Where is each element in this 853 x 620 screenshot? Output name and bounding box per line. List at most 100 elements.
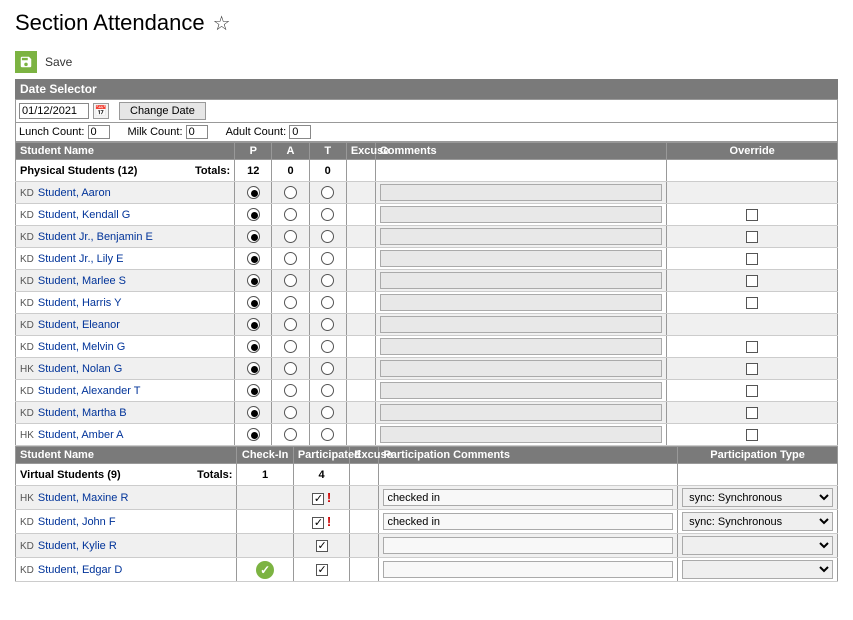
t-radio[interactable]: [321, 362, 334, 375]
comment-input[interactable]: [380, 206, 663, 223]
student-name-link[interactable]: Student, Kendall G: [38, 209, 130, 221]
override-checkbox[interactable]: [746, 341, 758, 353]
student-name-link[interactable]: Student, Marlee S: [38, 275, 126, 287]
t-radio[interactable]: [321, 318, 334, 331]
comment-input[interactable]: [380, 250, 663, 267]
participation-type-select[interactable]: [682, 560, 833, 579]
p-radio[interactable]: [247, 296, 260, 309]
a-radio[interactable]: [284, 318, 297, 331]
student-name-link[interactable]: Student Jr., Lily E: [38, 253, 124, 265]
participation-type-select[interactable]: sync: Synchronous: [682, 512, 833, 531]
student-name-link[interactable]: Student, Martha B: [38, 407, 127, 419]
participated-checkbox[interactable]: [312, 517, 324, 529]
student-name-link[interactable]: Student, Melvin G: [38, 341, 125, 353]
p-radio[interactable]: [247, 208, 260, 221]
t-radio[interactable]: [321, 406, 334, 419]
lunch-count-input[interactable]: [88, 125, 110, 139]
p-radio[interactable]: [247, 274, 260, 287]
override-checkbox[interactable]: [746, 275, 758, 287]
student-name-link[interactable]: Student Jr., Benjamin E: [38, 231, 153, 243]
t-radio[interactable]: [321, 186, 334, 199]
a-radio[interactable]: [284, 296, 297, 309]
a-radio[interactable]: [284, 208, 297, 221]
override-checkbox[interactable]: [746, 231, 758, 243]
th-override: Override: [667, 143, 838, 160]
student-name-link[interactable]: Student, Alexander T: [38, 385, 141, 397]
th-participated: Participated: [293, 447, 349, 464]
participation-type-select[interactable]: sync: Synchronous: [682, 488, 833, 507]
student-name-link[interactable]: Student, Harris Y: [38, 297, 122, 309]
t-radio[interactable]: [321, 384, 334, 397]
comment-input[interactable]: [380, 360, 663, 377]
table-row: KDStudent, Marlee S: [16, 270, 838, 292]
calendar-icon[interactable]: 📅: [93, 103, 109, 119]
adult-count-input[interactable]: [289, 125, 311, 139]
student-name-link[interactable]: Student, Kylie R: [38, 540, 117, 552]
p-radio[interactable]: [247, 428, 260, 441]
comment-input[interactable]: [380, 316, 663, 333]
change-date-button[interactable]: Change Date: [119, 102, 206, 120]
student-name-link[interactable]: Student, John F: [38, 516, 116, 528]
comment-input[interactable]: [380, 228, 663, 245]
override-checkbox[interactable]: [746, 429, 758, 441]
comment-input[interactable]: [380, 272, 663, 289]
override-checkbox[interactable]: [746, 363, 758, 375]
override-checkbox[interactable]: [746, 297, 758, 309]
p-radio[interactable]: [247, 340, 260, 353]
participation-comment-input[interactable]: [383, 489, 673, 506]
a-radio[interactable]: [284, 362, 297, 375]
a-radio[interactable]: [284, 252, 297, 265]
t-radio[interactable]: [321, 208, 334, 221]
student-name-link[interactable]: Student, Edgar D: [38, 564, 122, 576]
student-name-link[interactable]: Student, Aaron: [38, 187, 111, 199]
a-radio[interactable]: [284, 274, 297, 287]
p-radio[interactable]: [247, 362, 260, 375]
participated-checkbox[interactable]: [316, 540, 328, 552]
comment-input[interactable]: [380, 382, 663, 399]
comment-input[interactable]: [380, 426, 663, 443]
t-radio[interactable]: [321, 230, 334, 243]
participation-comment-input[interactable]: [383, 537, 673, 554]
student-name-link[interactable]: Student, Maxine R: [38, 492, 129, 504]
milk-count-input[interactable]: [186, 125, 208, 139]
p-radio[interactable]: [247, 384, 260, 397]
save-button[interactable]: Save: [45, 55, 72, 69]
comment-input[interactable]: [380, 404, 663, 421]
student-name-link[interactable]: Student, Eleanor: [38, 319, 120, 331]
warning-icon: !: [327, 490, 331, 505]
a-radio[interactable]: [284, 340, 297, 353]
t-radio[interactable]: [321, 252, 334, 265]
override-checkbox[interactable]: [746, 253, 758, 265]
a-radio[interactable]: [284, 406, 297, 419]
override-checkbox[interactable]: [746, 407, 758, 419]
comment-input[interactable]: [380, 184, 663, 201]
favorite-star-icon[interactable]: ☆: [213, 11, 231, 36]
participated-checkbox[interactable]: [312, 493, 324, 505]
override-checkbox[interactable]: [746, 209, 758, 221]
comment-input[interactable]: [380, 294, 663, 311]
a-radio[interactable]: [284, 230, 297, 243]
participated-checkbox[interactable]: [316, 564, 328, 576]
t-radio[interactable]: [321, 428, 334, 441]
participation-type-select[interactable]: [682, 536, 833, 555]
save-icon[interactable]: [15, 51, 37, 73]
t-radio[interactable]: [321, 340, 334, 353]
p-radio[interactable]: [247, 318, 260, 331]
override-checkbox[interactable]: [746, 385, 758, 397]
student-name-link[interactable]: Student, Nolan G: [38, 363, 122, 375]
comment-input[interactable]: [380, 338, 663, 355]
p-radio[interactable]: [247, 186, 260, 199]
table-row: KDStudent, John F!sync: Synchronous: [16, 510, 838, 534]
a-radio[interactable]: [284, 428, 297, 441]
t-radio[interactable]: [321, 296, 334, 309]
participation-comment-input[interactable]: [383, 513, 673, 530]
date-input[interactable]: [19, 103, 89, 119]
t-radio[interactable]: [321, 274, 334, 287]
a-radio[interactable]: [284, 384, 297, 397]
participation-comment-input[interactable]: [383, 561, 673, 578]
student-name-link[interactable]: Student, Amber A: [38, 429, 124, 441]
p-radio[interactable]: [247, 230, 260, 243]
a-radio[interactable]: [284, 186, 297, 199]
p-radio[interactable]: [247, 406, 260, 419]
p-radio[interactable]: [247, 252, 260, 265]
